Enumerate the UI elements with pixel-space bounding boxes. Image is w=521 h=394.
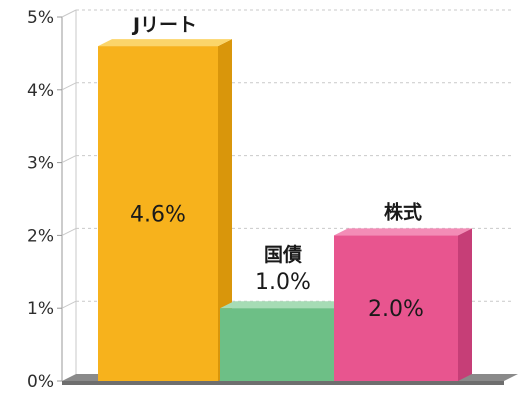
bar-top — [334, 228, 472, 236]
floor-front — [62, 381, 504, 385]
gridline-diag — [61, 82, 77, 91]
bar-front — [98, 46, 218, 382]
bar-top — [98, 39, 232, 47]
y-tick-label: 0% — [27, 372, 54, 392]
gridline-diag — [61, 227, 77, 236]
y-axis: 0% 1% 2% 3% 4% 5% — [27, 8, 62, 392]
gridline-diag — [61, 300, 77, 309]
y-tick-label: 5% — [27, 8, 54, 28]
y-tick-label: 4% — [27, 81, 54, 101]
bar-side — [218, 39, 232, 382]
y-tick-label: 3% — [27, 154, 54, 174]
data-label: 2.0% — [368, 297, 424, 322]
bar — [334, 228, 472, 381]
gridline-diag — [61, 9, 77, 18]
category-label: 国債 — [264, 243, 302, 266]
bar-top — [220, 301, 348, 309]
bar-front — [220, 308, 334, 381]
bar-side — [458, 228, 472, 381]
y-tick-label: 1% — [27, 299, 54, 319]
category-label: 株式 — [384, 200, 422, 223]
data-label: 4.6% — [130, 203, 186, 228]
gridline-diag — [61, 155, 77, 164]
data-label: 1.0% — [255, 270, 311, 295]
bar — [98, 39, 232, 382]
bar — [220, 301, 348, 381]
bars — [98, 39, 472, 382]
bar-front — [334, 235, 458, 381]
labels: Jリート 4.6% 国債 1.0% 株式 2.0% — [130, 14, 424, 322]
category-label: Jリート — [131, 14, 197, 36]
y-tick-label: 2% — [27, 226, 54, 246]
